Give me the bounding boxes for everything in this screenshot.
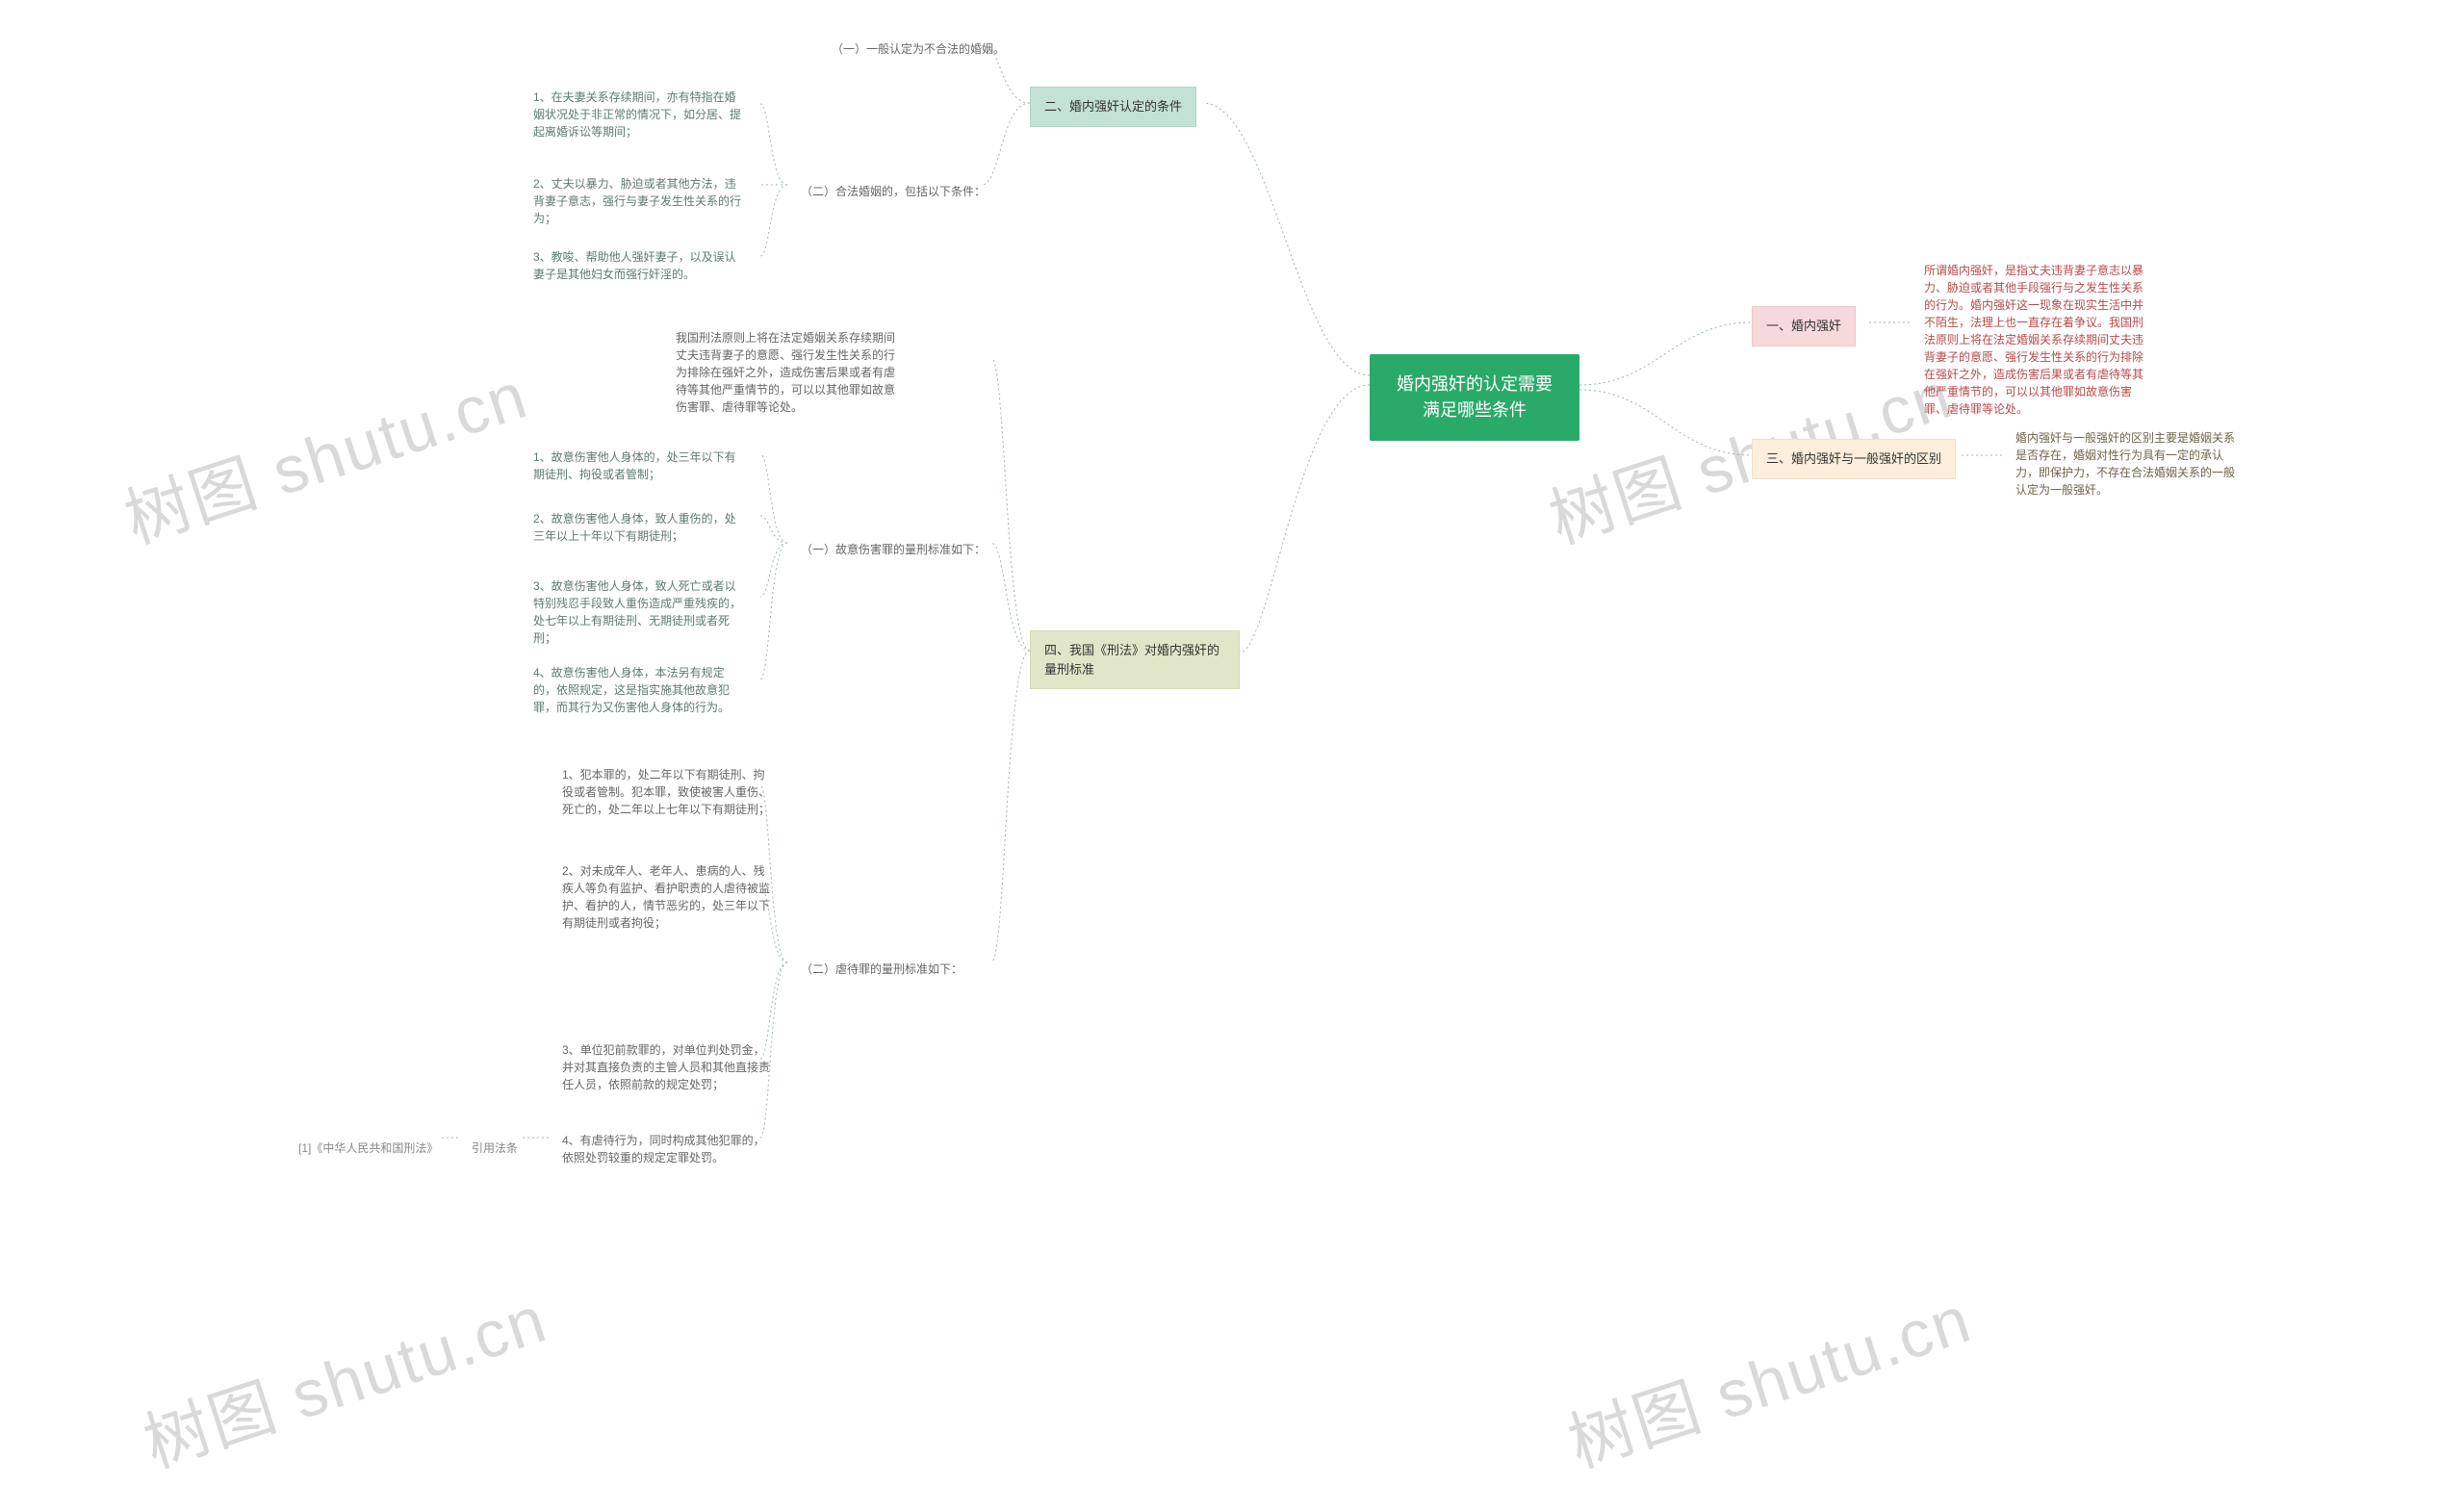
branch-2b-3: 3、教唆、帮助他人强奸妻子，以及误认妻子是其他妇女而强行奸淫的。 [520,239,760,293]
branch-1-desc: 所谓婚内强奸，是指丈夫违背妻子意志以暴力、胁迫或者其他手段强行与之发生性关系的行… [1911,252,2161,427]
watermark-3: 树图 shutu.cn [130,1266,556,1485]
branch-4a-4: 4、故意伤害他人身体，本法另有规定的，依照规定，这是指实施其他故意犯罪，而其行为… [520,654,760,726]
branch-4a: （一）故意伤害罪的量刑标准如下： [787,531,999,568]
branch-4b-4: 4、有虐待行为，同时构成其他犯罪的，依照处罚较重的规定定罪处罚。 [549,1122,789,1176]
ref-cite: [1]《中华人民共和国刑法》 [285,1130,451,1166]
branch-4a-3: 3、故意伤害他人身体，致人死亡或者以特别残忍手段致人重伤造成严重残疾的，处七年以… [520,568,760,656]
branch-4: 四、我国《刑法》对婚内强奸的量刑标准 [1030,630,1240,689]
watermark-1: 树图 shutu.cn [111,342,537,561]
branch-4-intro: 我国刑法原则上将在法定婚姻关系存续期间丈夫违背妻子的意愿、强行发生性关系的行为排… [662,320,912,425]
branch-4b-2: 2、对未成年人、老年人、患病的人、残疾人等负有监护、看护职责的人虐待被监护、看护… [549,853,789,941]
branch-4a-1: 1、故意伤害他人身体的，处三年以下有期徒刑、拘役或者管制； [520,439,760,493]
branch-2b-2: 2、丈夫以暴力、胁迫或者其他方法，违背妻子意志，强行与妻子发生性关系的行为； [520,166,760,237]
connector-layer [0,0,2464,1429]
branch-1: 一、婚内强奸 [1752,306,1856,346]
branch-2b: （二）合法婚姻的，包括以下条件： [787,173,999,210]
branch-2b-1: 1、在夫妻关系存续期间，亦有特指在婚姻状况处于非正常的情况下，如分居、提起离婚诉… [520,79,760,150]
watermark-4: 树图 shutu.cn [1554,1266,1981,1485]
branch-4b: （二）虐待罪的量刑标准如下： [787,951,976,987]
ref-label: 引用法条 [458,1130,531,1166]
branch-4b-1: 1、犯本罪的，处二年以下有期徒刑、拘役或者管制。犯本罪，致使被害人重伤、死亡的，… [549,756,789,828]
branch-4a-2: 2、故意伤害他人身体，致人重伤的，处三年以上十年以下有期徒刑； [520,500,760,554]
branch-3-desc: 婚内强奸与一般强奸的区别主要是婚姻关系是否存在，婚姻对性行为具有一定的承认力，即… [2002,420,2252,508]
branch-3: 三、婚内强奸与一般强奸的区别 [1752,439,1956,479]
branch-2a: （一）一般认定为不合法的婚姻。 [818,31,1018,67]
branch-2: 二、婚内强奸认定的条件 [1030,87,1196,127]
root-node: 婚内强奸的认定需要满足哪些条件 [1370,354,1579,441]
branch-4b-3: 3、单位犯前款罪的，对单位判处罚金，并对其直接负责的主管人员和其他直接责任人员，… [549,1032,789,1103]
